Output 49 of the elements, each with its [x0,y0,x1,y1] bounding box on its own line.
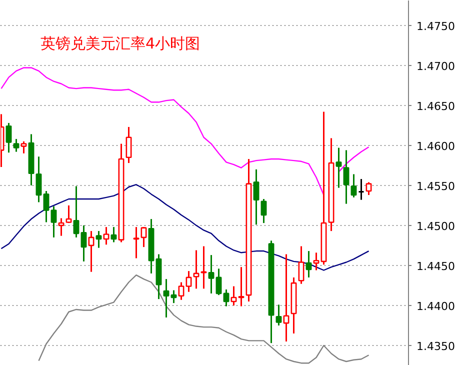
candlestick [230,286,237,306]
candlestick [36,156,42,203]
candlestick [186,270,192,293]
candlestick [50,205,57,238]
candlestick [140,226,147,248]
candlestick [223,288,230,308]
candlestick [126,126,132,164]
candlestick [163,278,170,318]
candlestick [88,230,94,273]
candlestick [253,168,260,226]
y-tick-label: 1.4500 [416,220,455,233]
y-tick-label: 1.4350 [416,340,455,353]
candlestick [43,190,50,223]
y-tick-label: 1.4600 [416,140,455,153]
candlestick [200,245,207,290]
candlestick [216,268,222,296]
candlestick [260,198,267,224]
candlestick [170,290,177,304]
candlestick [58,217,64,237]
candlestick [103,226,110,246]
candlestick [20,140,27,154]
candlestick [336,147,342,189]
candlestick [298,245,304,285]
candlestick [133,226,140,259]
candlestick [66,204,72,224]
candlestick [73,185,80,238]
candlestick [313,252,320,271]
candlestick [343,149,350,205]
candlestick [110,226,117,243]
candlestick [366,181,372,196]
candlestick [193,249,200,290]
candlestick [238,266,244,308]
candlestick [283,253,290,342]
y-tick-label: 1.4400 [416,300,455,313]
candlestick [6,122,12,154]
y-tick-label: 1.4750 [416,20,455,33]
y-tick-label: 1.4700 [416,60,455,73]
candlestick [13,138,20,153]
candlestick [80,224,87,262]
candlestick [96,230,102,249]
y-tick-label: 1.4450 [416,260,455,273]
text: 英镑兑美元汇率4小时图 [40,34,200,52]
y-tick-label: 1.4550 [416,180,455,193]
candlestick [208,254,214,294]
y-tick-label: 1.4650 [416,100,455,113]
candlestick [350,173,357,198]
candlestick [306,250,312,278]
candlestick [178,282,184,301]
candlestick [276,304,282,326]
